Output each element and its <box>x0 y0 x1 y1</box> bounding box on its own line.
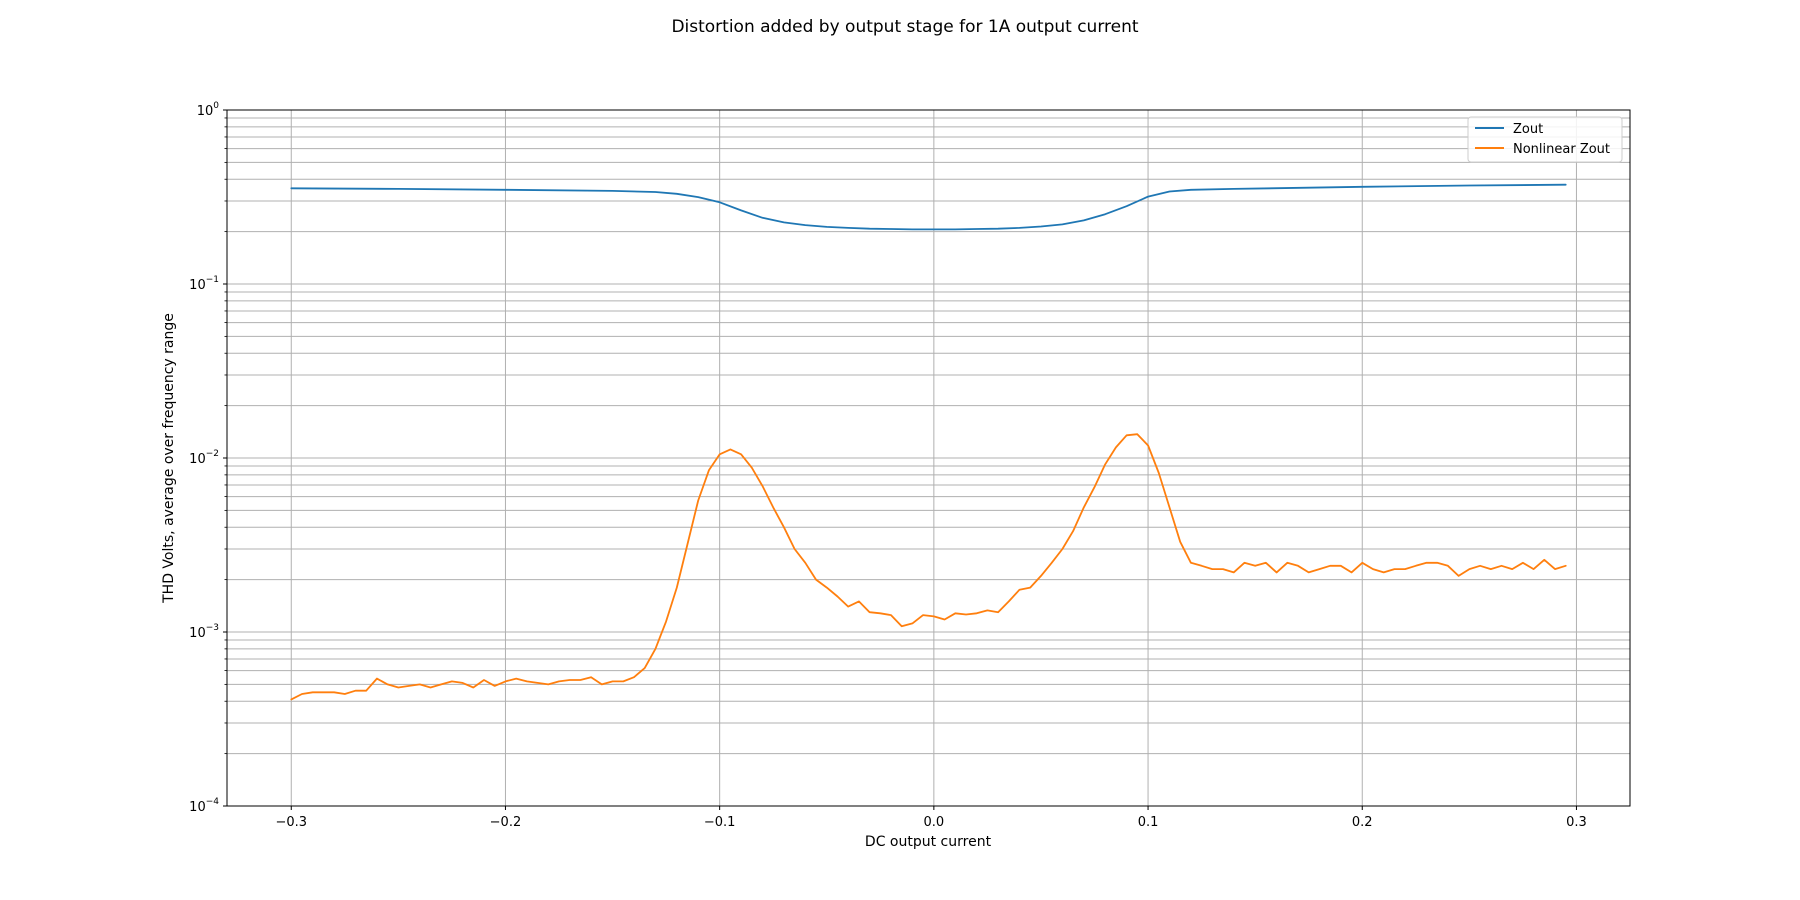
y-tick-label: 10−3 <box>189 623 219 641</box>
y-tick-label: 10−1 <box>189 275 219 293</box>
y-axis: 10−4 10−3 10−2 10−1 100 <box>189 101 227 815</box>
x-tick-label: −0.2 <box>490 815 522 830</box>
x-tick-label: −0.3 <box>275 815 307 830</box>
legend-label-zout: Zout <box>1513 122 1543 137</box>
series-line-zout <box>290 183 1567 231</box>
x-axis-label: DC output current <box>865 834 992 850</box>
y-axis-label: THD Volts, average over frequency range <box>161 313 177 604</box>
series-line-nonlinear-zout <box>290 433 1567 701</box>
legend-frame <box>1467 116 1623 163</box>
legend-label-nonlinear-zout: Nonlinear Zout <box>1513 142 1610 157</box>
grid <box>227 110 1630 807</box>
x-tick-label: 0.0 <box>924 815 945 830</box>
y-tick-label: 10−4 <box>189 797 219 815</box>
y-tick-label: 100 <box>197 101 220 119</box>
x-tick-label: −0.1 <box>704 815 736 830</box>
x-tick-label: 0.2 <box>1352 815 1373 830</box>
series-layer <box>290 183 1567 701</box>
x-tick-label: 0.3 <box>1566 815 1587 830</box>
chart-title: Distortion added by output stage for 1A … <box>671 17 1138 37</box>
y-tick-label: 10−2 <box>189 449 219 467</box>
x-tick-label: 0.1 <box>1138 815 1159 830</box>
x-axis: −0.3 −0.2 −0.1 0.0 0.1 0.2 0.3 <box>275 806 1587 830</box>
legend: Zout Nonlinear Zout <box>1467 116 1623 163</box>
